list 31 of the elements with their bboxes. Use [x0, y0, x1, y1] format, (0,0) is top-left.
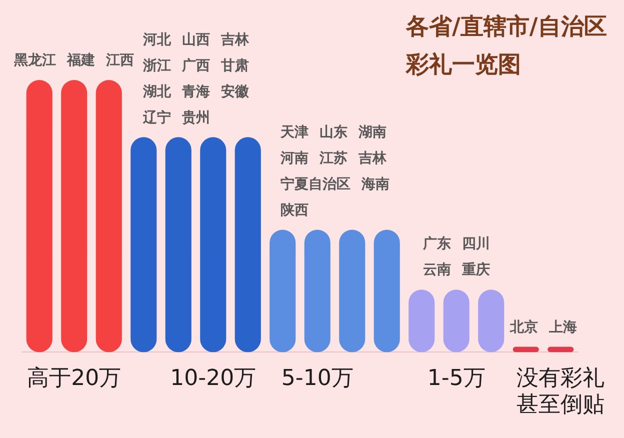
chart-title: 各省/直辖市/自治区彩礼一览图	[406, 13, 608, 80]
annotation: 宁夏自治区 海南	[280, 175, 390, 192]
bar	[374, 230, 400, 352]
text: 河北 山西 吉林	[142, 32, 250, 48]
annotation: 陕西	[280, 202, 308, 218]
bar	[304, 230, 330, 352]
bar	[548, 346, 574, 352]
text: 浙江 广西 甘肃	[142, 56, 249, 74]
annotation: 北京 上海	[508, 318, 577, 336]
annotation: 湖北 青海 安徽	[142, 82, 250, 100]
bar	[165, 137, 192, 352]
annotation: 天津 山东 湖南	[279, 123, 386, 140]
bar	[234, 137, 261, 352]
x-tick-label: 高于20万	[27, 366, 122, 392]
x-tick-label: 10-20万	[170, 366, 256, 392]
annotation: 云南 重庆	[422, 261, 490, 278]
annotation: 广东 四川	[422, 235, 490, 252]
x-tick-label: 5-10万	[281, 366, 354, 392]
bar	[130, 137, 157, 352]
bar	[200, 137, 226, 352]
bar	[512, 346, 539, 352]
annotation: 辽宁 贵州	[142, 108, 210, 126]
bar	[26, 80, 52, 352]
text: 黑龙江 福建 江西	[13, 52, 134, 69]
annotation: 河南 江苏 吉林	[279, 150, 388, 166]
bar	[339, 230, 366, 352]
bar	[61, 80, 88, 352]
x-tick-label: 没有彩礼甚至倒贴	[516, 366, 605, 418]
bar	[96, 80, 122, 352]
bar	[270, 230, 296, 352]
x-tick-label: 1-5万	[427, 366, 486, 392]
